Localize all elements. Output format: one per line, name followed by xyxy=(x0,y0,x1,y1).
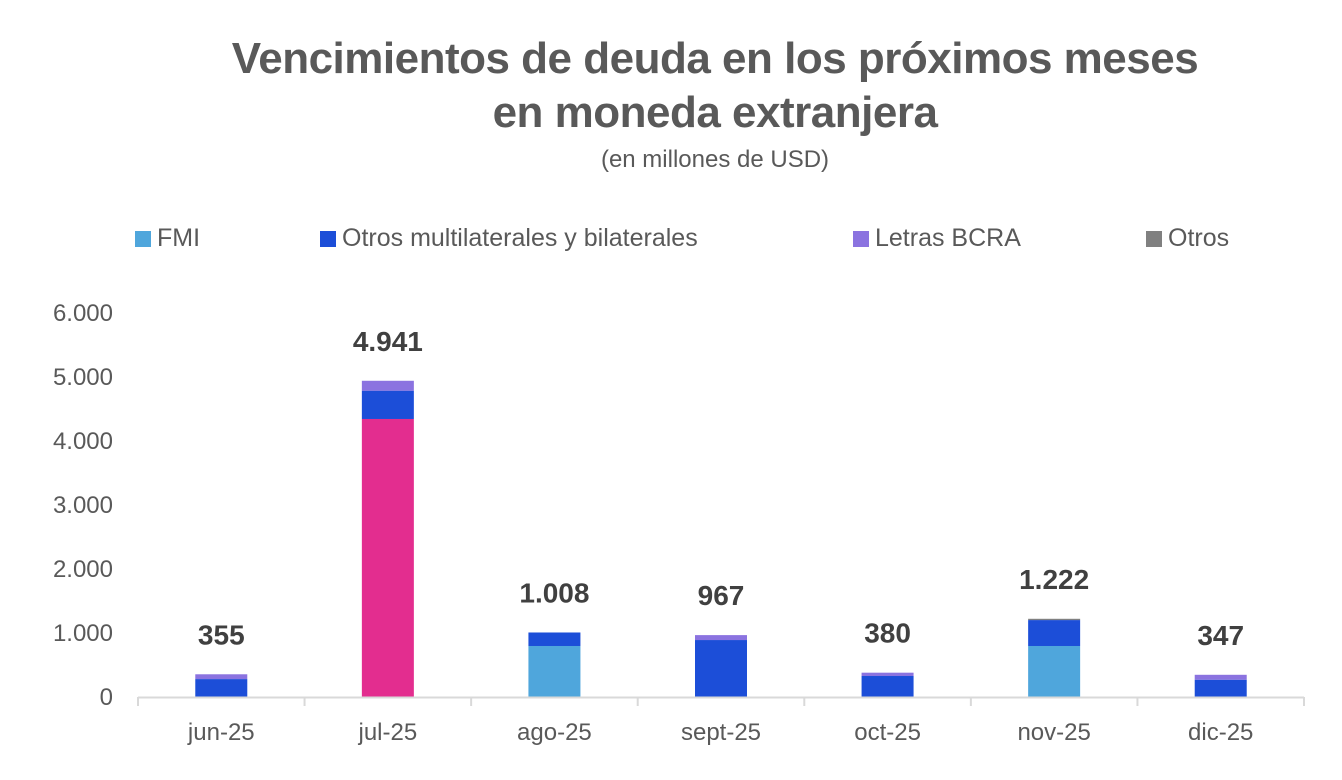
bar-segment xyxy=(528,645,581,697)
legend-item-letras-bcra: Letras BCRA xyxy=(853,224,1021,253)
bar-segment xyxy=(861,676,914,697)
chart-subtitle: (en millones de USD) xyxy=(600,146,830,173)
legend-swatch-letras-bcra xyxy=(853,230,869,247)
bar-segment xyxy=(1028,645,1081,697)
x-tick-label: dic-25 xyxy=(1188,719,1253,746)
bar-segment xyxy=(1028,618,1081,621)
bar-segment xyxy=(528,632,581,646)
chart-legend: FMI Otros multilaterales y bilaterales L… xyxy=(0,224,1342,254)
bar-segment xyxy=(361,390,414,419)
x-tick-label: jul-25 xyxy=(358,719,418,746)
legend-swatch-otros-multilaterales xyxy=(320,230,336,247)
bar-segment xyxy=(1194,674,1247,680)
bar-segment xyxy=(695,635,747,641)
x-tick-label: jun-25 xyxy=(187,719,255,746)
legend-label-otros: Otros xyxy=(1168,224,1230,252)
x-tick-label: oct-25 xyxy=(854,719,921,746)
chart-title: Vencimientos de deuda en los próximos me… xyxy=(0,32,1342,140)
y-tick-label: 4.000 xyxy=(53,428,113,455)
bar-segment xyxy=(361,418,414,697)
y-tick-label: 3.000 xyxy=(53,492,113,519)
y-tick-label: 6.000 xyxy=(53,300,113,327)
x-tick-label: ago-25 xyxy=(517,719,592,746)
bar-segment xyxy=(195,679,248,697)
x-tick-label: sept-25 xyxy=(681,719,761,746)
legend-label-fmi: FMI xyxy=(157,224,201,252)
total-data-label: 380 xyxy=(864,618,911,649)
bar-segment xyxy=(195,674,248,680)
total-data-label: 4.941 xyxy=(353,326,423,357)
bar-segment xyxy=(1028,620,1081,646)
bar-segment xyxy=(695,640,747,697)
total-data-label: 1.222 xyxy=(1019,564,1089,595)
total-data-label: 1.008 xyxy=(519,577,589,608)
legend-swatch-fmi xyxy=(135,230,151,247)
x-tick-label: nov-25 xyxy=(1017,719,1090,746)
legend-swatch-otros xyxy=(1146,230,1162,247)
legend-label-otros-multilaterales: Otros multilaterales y bilaterales xyxy=(342,224,698,252)
y-tick-label: 1.000 xyxy=(53,620,113,647)
y-tick-label: 2.000 xyxy=(53,556,113,583)
total-data-label: 967 xyxy=(698,580,745,611)
chart-title-line-1: Vencimientos de deuda en los próximos me… xyxy=(231,34,1199,83)
chart-title-line-2: en moneda extranjera xyxy=(492,88,938,137)
y-tick-label: 0 xyxy=(100,684,113,711)
legend-item-fmi: FMI xyxy=(135,224,200,253)
bar-segment xyxy=(861,672,914,677)
bar-segment xyxy=(361,380,414,391)
legend-item-otros: Otros xyxy=(1146,224,1229,253)
total-data-label: 355 xyxy=(198,619,245,650)
y-tick-label: 5.000 xyxy=(53,364,113,391)
bar-segment xyxy=(1194,679,1247,697)
legend-item-otros-multilaterales: Otros multilaterales y bilaterales xyxy=(320,224,698,253)
legend-label-letras-bcra: Letras BCRA xyxy=(875,224,1021,252)
total-data-label: 347 xyxy=(1197,620,1244,651)
